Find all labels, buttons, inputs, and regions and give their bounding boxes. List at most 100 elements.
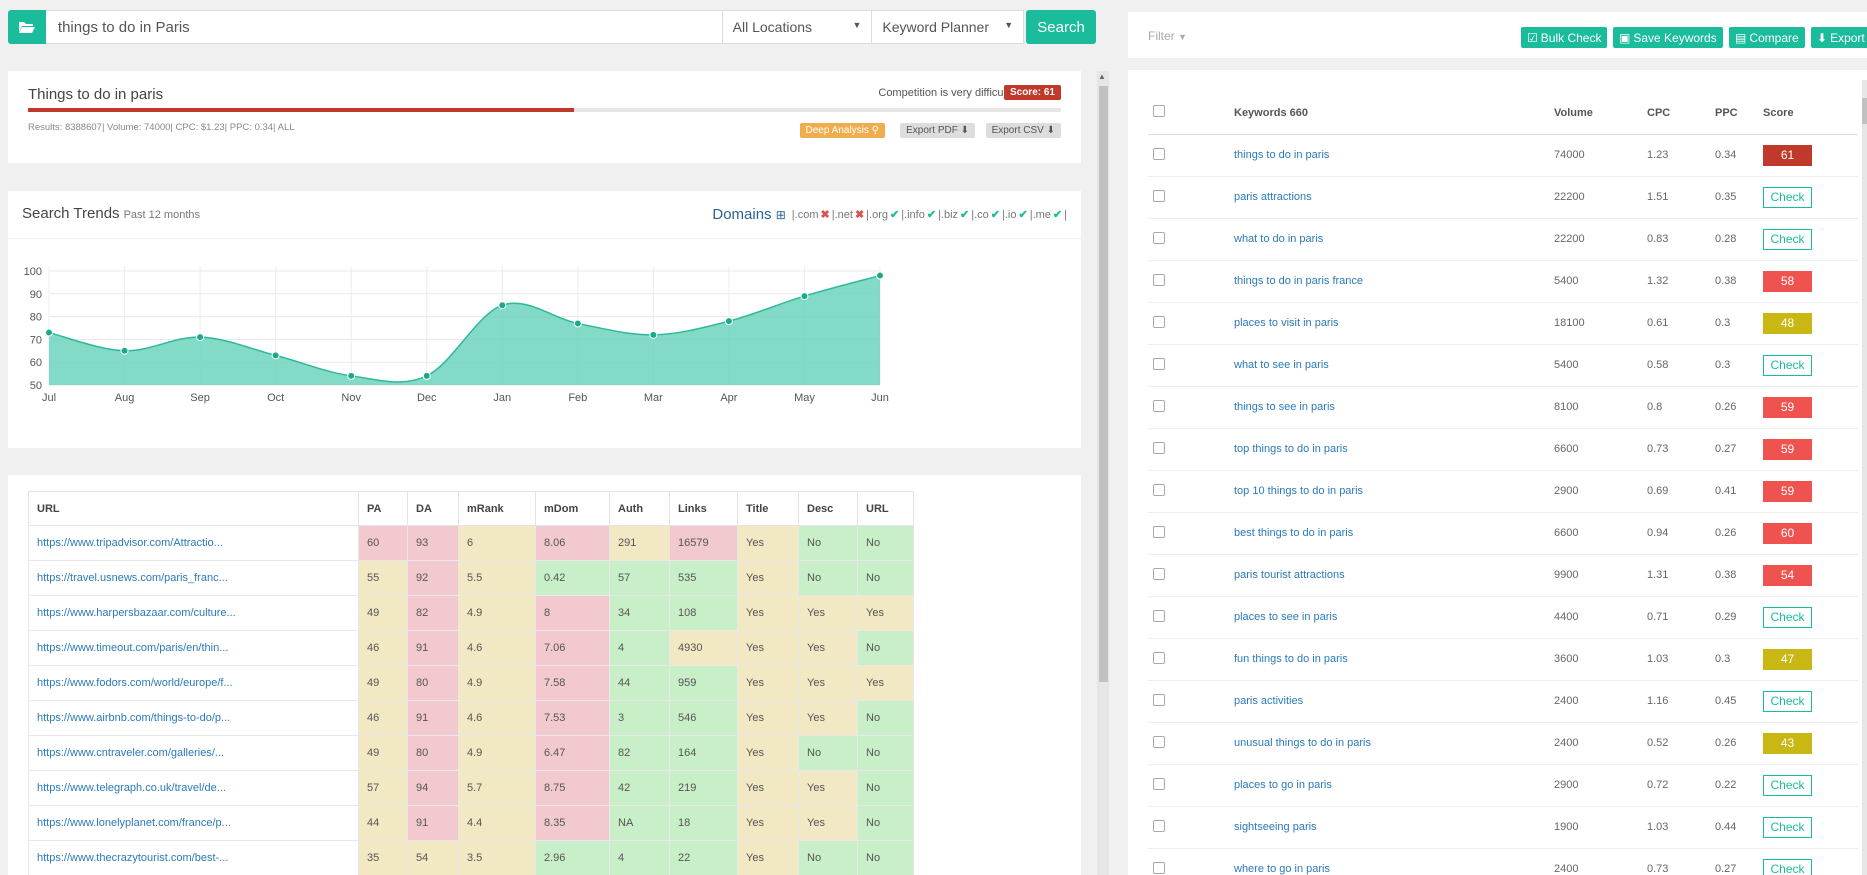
keyword-link[interactable]: paris attractions <box>1234 176 1554 219</box>
url-table-header-cell[interactable]: Desc <box>798 491 858 526</box>
bulk-check-button[interactable]: ☑ Bulk Check <box>1521 27 1608 48</box>
score-badge: 58 <box>1763 270 1812 292</box>
deep-analysis-button[interactable]: Deep Analysis ⚲ <box>799 123 885 138</box>
right-scrollbar-thumb[interactable] <box>1862 98 1867 124</box>
keyword-link[interactable]: top 10 things to do in paris <box>1234 470 1554 513</box>
keyword-row: places to see in paris 4400 0.71 0.29 Check <box>1148 596 1858 639</box>
export-button[interactable]: ⬇ Export <box>1811 27 1867 48</box>
trends-subtitle: Past 12 months <box>123 209 200 221</box>
filter-button[interactable]: Filter ▼ <box>1148 29 1187 43</box>
row-checkbox[interactable] <box>1153 483 1165 496</box>
url-link[interactable]: https://www.airbnb.com/things-to-do/p... <box>28 700 359 736</box>
url-table-header-cell[interactable]: Title <box>737 491 799 526</box>
volume-column-header[interactable]: Volume <box>1554 92 1647 135</box>
keyword-link[interactable]: top things to do in paris <box>1234 428 1554 471</box>
keyword-link[interactable]: fun things to do in paris <box>1234 638 1554 681</box>
keyword-link[interactable]: places to see in paris <box>1234 596 1554 639</box>
check-score-button[interactable]: Check <box>1763 606 1812 628</box>
keyword-link[interactable]: what to do in paris <box>1234 218 1554 261</box>
table-cell: 0.42 <box>535 560 610 596</box>
row-checkbox[interactable] <box>1153 189 1165 202</box>
check-score-button[interactable]: Check <box>1763 690 1812 712</box>
check-score-button[interactable]: Check <box>1763 774 1812 796</box>
keyword-link[interactable]: paris activities <box>1234 680 1554 723</box>
row-checkbox[interactable] <box>1153 819 1165 832</box>
keyword-link[interactable]: paris tourist attractions <box>1234 554 1554 597</box>
check-score-button[interactable]: Check <box>1763 228 1812 250</box>
left-scrollbar-thumb[interactable] <box>1099 86 1108 682</box>
row-checkbox[interactable] <box>1153 735 1165 748</box>
row-checkbox[interactable] <box>1153 399 1165 412</box>
row-checkbox[interactable] <box>1153 777 1165 790</box>
keyword-link[interactable]: places to visit in paris <box>1234 302 1554 345</box>
compare-button[interactable]: ▤ Compare <box>1729 27 1805 48</box>
url-table-header-cell[interactable]: PA <box>358 491 408 526</box>
keyword-link[interactable]: things to do in paris france <box>1234 260 1554 303</box>
row-checkbox[interactable] <box>1153 315 1165 328</box>
url-link[interactable]: https://www.harpersbazaar.com/culture... <box>28 595 359 631</box>
url-table-header-cell[interactable]: mDom <box>535 491 610 526</box>
location-select[interactable]: All Locations ▼ <box>722 10 873 44</box>
row-checkbox[interactable] <box>1153 861 1165 874</box>
row-checkbox[interactable] <box>1153 525 1165 538</box>
keyword-link[interactable]: things to see in paris <box>1234 386 1554 429</box>
search-input[interactable] <box>45 10 723 44</box>
url-table-header-cell[interactable]: mRank <box>458 491 536 526</box>
compare-label: Compare <box>1749 30 1799 45</box>
select-all-checkbox[interactable] <box>1153 105 1165 118</box>
url-link[interactable]: https://www.fodors.com/world/europe/f... <box>28 665 359 701</box>
url-link[interactable]: https://www.telegraph.co.uk/travel/de... <box>28 770 359 806</box>
url-link[interactable]: https://www.cntraveler.com/galleries/... <box>28 735 359 771</box>
url-table-header-cell[interactable]: DA <box>407 491 459 526</box>
url-link[interactable]: https://www.thecrazytourist.com/best-... <box>28 840 359 875</box>
keyword-link[interactable]: sightseeing paris <box>1234 806 1554 849</box>
check-score-button[interactable]: Check <box>1763 858 1812 875</box>
table-cell: 219 <box>669 770 738 806</box>
url-link[interactable]: https://www.lonelyplanet.com/france/p... <box>28 805 359 841</box>
folder-open-button[interactable] <box>8 10 46 44</box>
search-button[interactable]: Search <box>1026 10 1096 44</box>
table-cell: Yes <box>857 665 914 701</box>
keyword-link[interactable]: things to do in paris <box>1234 134 1554 177</box>
cpc-column-header[interactable]: CPC <box>1647 92 1715 135</box>
keyword-link[interactable]: where to go in paris <box>1234 848 1554 875</box>
row-checkbox[interactable] <box>1153 609 1165 622</box>
score-column-header[interactable]: Score <box>1763 92 1858 135</box>
save-keywords-button[interactable]: ▣ Save Keywords <box>1613 27 1723 48</box>
row-checkbox[interactable] <box>1153 651 1165 664</box>
check-score-button[interactable]: Check <box>1763 186 1812 208</box>
row-checkbox[interactable] <box>1153 567 1165 580</box>
row-checkbox[interactable] <box>1153 357 1165 370</box>
url-table-header-cell[interactable]: Auth <box>609 491 670 526</box>
url-link[interactable]: https://www.timeout.com/paris/en/thin... <box>28 630 359 666</box>
ppc-column-header[interactable]: PPC <box>1715 92 1763 135</box>
export-pdf-button[interactable]: Export PDF ⬇ <box>900 123 975 138</box>
url-link[interactable]: https://www.tripadvisor.com/Attractio... <box>28 525 359 561</box>
export-csv-button[interactable]: Export CSV ⬇ <box>985 123 1061 138</box>
tool-select[interactable]: Keyword Planner ▼ <box>872 10 1025 44</box>
url-link[interactable]: https://travel.usnews.com/paris_franc... <box>28 560 359 596</box>
keyword-link[interactable]: places to go in paris <box>1234 764 1554 807</box>
volume-cell: 3600 <box>1554 638 1647 681</box>
keyword-link[interactable]: unusual things to do in paris <box>1234 722 1554 765</box>
check-score-button[interactable]: Check <box>1763 816 1812 838</box>
keywords-column-header[interactable]: Keywords 660 <box>1234 92 1554 135</box>
row-checkbox[interactable] <box>1153 693 1165 706</box>
row-checkbox[interactable] <box>1153 441 1165 454</box>
url-table-header-cell[interactable]: Links <box>669 491 738 526</box>
domain-item: |.org ✔ <box>866 209 899 221</box>
domains-label[interactable]: Domains ⊞ <box>712 206 785 223</box>
right-scrollbar-track[interactable] <box>1862 80 1867 875</box>
row-checkbox[interactable] <box>1153 273 1165 286</box>
domain-item: |.net ✖ <box>832 209 864 221</box>
keyword-link[interactable]: best things to do in paris <box>1234 512 1554 555</box>
keyword-link[interactable]: what to see in paris <box>1234 344 1554 387</box>
table-cell: 16579 <box>669 525 738 561</box>
check-score-button[interactable]: Check <box>1763 354 1812 376</box>
url-table-header-cell[interactable]: URL <box>857 491 914 526</box>
volume-cell: 2400 <box>1554 848 1647 875</box>
row-checkbox[interactable] <box>1153 231 1165 244</box>
url-table-header-cell[interactable]: URL <box>28 491 359 526</box>
scroll-up-arrow-icon[interactable]: ▲ <box>1098 72 1106 81</box>
row-checkbox[interactable] <box>1153 147 1165 160</box>
